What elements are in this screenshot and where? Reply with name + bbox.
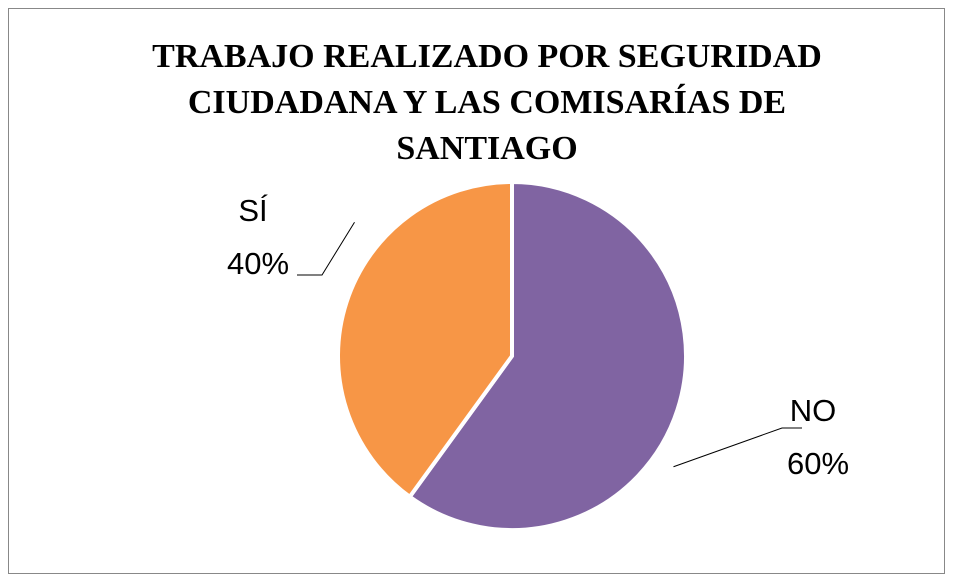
pie-slice <box>336 180 514 499</box>
value-label: 60% <box>787 446 849 481</box>
pie-slice <box>407 180 688 532</box>
value-label: 40% <box>227 246 289 281</box>
category-label: NO <box>790 393 837 428</box>
chart-title: TRABAJO REALIZADO POR SEGURIDAD CIUDADAN… <box>152 38 822 167</box>
category-label: SÍ <box>238 193 268 228</box>
leader-line <box>297 221 355 276</box>
chart-frame <box>8 8 945 574</box>
leader-line <box>673 427 802 468</box>
